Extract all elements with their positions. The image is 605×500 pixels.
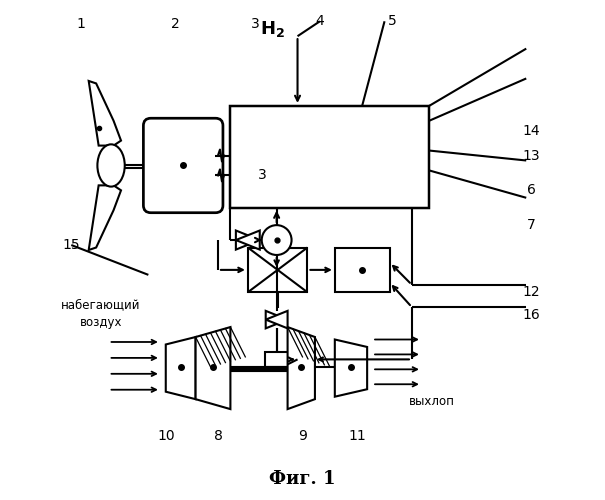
Text: 8: 8 bbox=[214, 430, 223, 444]
Text: 5: 5 bbox=[388, 14, 396, 28]
FancyBboxPatch shape bbox=[143, 118, 223, 212]
Text: 1: 1 bbox=[77, 17, 86, 31]
Text: 2: 2 bbox=[171, 17, 180, 31]
Text: выхлоп: выхлоп bbox=[409, 395, 455, 408]
Text: 14: 14 bbox=[522, 124, 540, 138]
Text: набегающий: набегающий bbox=[61, 298, 141, 311]
Ellipse shape bbox=[97, 144, 125, 186]
Polygon shape bbox=[287, 327, 315, 409]
Polygon shape bbox=[166, 337, 195, 399]
Text: 12: 12 bbox=[522, 286, 540, 300]
Polygon shape bbox=[236, 230, 260, 250]
Bar bbox=[231, 106, 430, 208]
Text: 15: 15 bbox=[62, 238, 80, 252]
Text: 9: 9 bbox=[298, 430, 307, 444]
Text: 10: 10 bbox=[157, 430, 175, 444]
Text: Фиг. 1: Фиг. 1 bbox=[269, 470, 336, 488]
Text: 3: 3 bbox=[251, 17, 260, 31]
Text: 13: 13 bbox=[522, 148, 540, 162]
Polygon shape bbox=[195, 327, 231, 409]
Text: 3: 3 bbox=[258, 168, 267, 182]
Bar bbox=[265, 352, 289, 367]
Text: $\mathbf{H_2}$: $\mathbf{H_2}$ bbox=[260, 18, 285, 38]
Polygon shape bbox=[266, 311, 287, 328]
Text: 11: 11 bbox=[348, 430, 366, 444]
Text: воздух: воздух bbox=[80, 316, 122, 328]
Bar bbox=[335, 248, 390, 292]
Circle shape bbox=[262, 225, 292, 255]
Polygon shape bbox=[89, 81, 121, 146]
Polygon shape bbox=[335, 340, 367, 396]
Text: 7: 7 bbox=[527, 218, 535, 232]
Text: 4: 4 bbox=[316, 14, 324, 28]
Bar bbox=[248, 248, 307, 292]
Text: 16: 16 bbox=[522, 308, 540, 322]
Polygon shape bbox=[89, 186, 121, 250]
Polygon shape bbox=[236, 230, 260, 250]
Polygon shape bbox=[266, 311, 287, 328]
Text: 6: 6 bbox=[527, 184, 535, 198]
